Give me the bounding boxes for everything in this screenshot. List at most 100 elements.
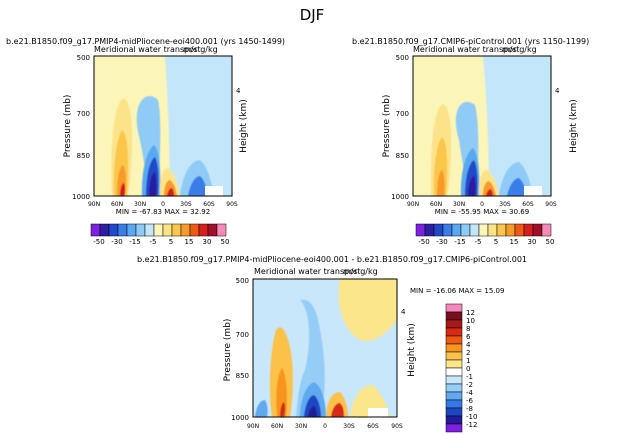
field-equatorial-min [468, 176, 476, 196]
x-tick-label: 0 [323, 423, 327, 430]
colorbar-swatch [180, 223, 191, 237]
panel-midpliocene-ylabel: Pressure (mb) [63, 95, 73, 158]
colorbar-swatch [445, 303, 463, 313]
panel-midpliocene-colorbar [90, 223, 227, 237]
panel-picontrol-ylabel-right: Height (km) [569, 99, 579, 153]
colorbar-label: 0 [466, 365, 470, 373]
panel-midpliocene-units: m/s g/kg [183, 45, 218, 54]
x-tick-label: 0 [161, 201, 165, 208]
colorbar-label: 6 [466, 333, 471, 341]
colorbar-swatch [442, 223, 453, 237]
y-tick-label: 500 [236, 277, 249, 285]
panel-midpliocene-frame [93, 55, 233, 197]
colorbar-swatch [153, 223, 164, 237]
y-right-tick-label: 4 [236, 87, 241, 95]
colorbar-swatch [126, 223, 137, 237]
y-tick-label: 500 [396, 54, 409, 62]
colorbar-label: -5 [475, 238, 482, 246]
colorbar-swatch [478, 223, 489, 237]
colorbar-swatch [99, 223, 110, 237]
colorbar-label: -50 [418, 238, 429, 246]
colorbar-swatch [445, 407, 463, 417]
field-southern-positive [165, 56, 232, 196]
x-tick-label: 90S [545, 201, 557, 208]
panel-midpliocene-y-ticks: 500 700 850 1000 [72, 54, 90, 201]
colorbar-label: 8 [466, 325, 470, 333]
field-northern-max [280, 402, 286, 417]
panel-difference-y-ticks: 500 700 850 1000 [231, 277, 249, 422]
field-southern-max [331, 403, 344, 417]
colorbar-swatch [445, 343, 463, 353]
colorbar-swatch [445, 351, 463, 361]
colorbar-swatch [505, 223, 516, 237]
colorbar-swatch [445, 423, 463, 433]
colorbar-label: -15 [454, 238, 465, 246]
colorbar-label: 30 [203, 238, 212, 246]
x-tick-label: 90N [88, 201, 100, 208]
colorbar-swatch [117, 223, 128, 237]
x-tick-label: 30S [180, 201, 192, 208]
colorbar-swatch [445, 415, 463, 425]
figure-title: DJF [300, 6, 325, 24]
field-label-box [368, 408, 388, 417]
colorbar-label: -50 [93, 238, 104, 246]
x-tick-label: 60N [271, 423, 283, 430]
panel-midpliocene-subtitle: Meridional water transport [94, 45, 201, 54]
colorbar-label: -8 [466, 405, 473, 413]
colorbar-label: -1 [466, 373, 473, 381]
colorbar-label: 12 [466, 309, 475, 317]
colorbar-swatch [445, 383, 463, 393]
panel-difference-subtitle: Meridional water transport [254, 267, 361, 276]
panel-midpliocene-field [93, 55, 233, 197]
panel-picontrol-stats: MIN = -55.95 MAX = 30.69 [435, 208, 529, 216]
panel-difference-frame [252, 278, 398, 418]
colorbar-label: -5 [150, 238, 157, 246]
colorbar-label: -4 [466, 389, 474, 397]
panel-difference-stats: MIN = -16.06 MAX = 15.09 [410, 287, 504, 295]
x-tick-label: 60N [430, 201, 442, 208]
colorbar-swatch [445, 375, 463, 385]
colorbar-label: 4 [466, 341, 471, 349]
colorbar-label: -10 [466, 413, 477, 421]
panel-picontrol-ylabel: Pressure (mb) [382, 95, 392, 158]
panel-midpliocene-title: b.e21.B1850.f09_g17.PMIP4-midPliocene-eo… [6, 37, 285, 46]
colorbar-label: 15 [185, 238, 194, 246]
colorbar-swatch [415, 223, 426, 237]
field-southern-blue-core [507, 178, 527, 196]
colorbar-swatch [487, 223, 498, 237]
y-tick-label: 700 [77, 110, 90, 118]
colorbar-label: 1 [466, 357, 470, 365]
colorbar-swatch [445, 327, 463, 337]
colorbar-swatch [451, 223, 462, 237]
panel-midpliocene-colorbar-labels: -50 -30 -15 -5 5 15 30 50 [93, 238, 229, 246]
field-southern-blue-core [188, 176, 208, 196]
y-tick-label: 1000 [72, 193, 90, 201]
y-tick-label: 850 [396, 152, 409, 160]
colorbar-swatch [445, 311, 463, 321]
panel-difference-colorbar [445, 303, 463, 433]
colorbar-label: -30 [436, 238, 447, 246]
colorbar-label: -15 [129, 238, 140, 246]
y-tick-label: 1000 [231, 414, 249, 422]
colorbar-swatch [496, 223, 507, 237]
panel-difference-field [252, 278, 398, 418]
colorbar-swatch [445, 359, 463, 369]
field-upper-positive [253, 279, 397, 341]
x-tick-label: 90S [391, 423, 403, 430]
colorbar-swatch [108, 223, 119, 237]
panel-difference-colorbar-labels: 12 10 8 6 4 2 1 0 -1 -2 -4 -6 -8 -10 -12 [466, 309, 477, 429]
field-northern-max [120, 183, 126, 196]
panel-picontrol-subtitle: Meridional water transport [413, 45, 520, 54]
panel-picontrol-field [412, 55, 552, 197]
colorbar-swatch [189, 223, 200, 237]
field-equatorial-min [308, 406, 317, 417]
y-tick-label: 500 [77, 54, 90, 62]
y-tick-label: 850 [236, 372, 249, 380]
colorbar-swatch [207, 223, 218, 237]
panel-difference-x-ticks: 90N 60N 30N 0 30S 60S 90S [247, 423, 403, 430]
y-tick-label: 1000 [391, 193, 409, 201]
colorbar-swatch [469, 223, 480, 237]
panel-midpliocene-stats: MIN = -67.83 MAX = 32.92 [116, 208, 210, 216]
colorbar-swatch [445, 335, 463, 345]
field-southern-max [167, 188, 174, 196]
